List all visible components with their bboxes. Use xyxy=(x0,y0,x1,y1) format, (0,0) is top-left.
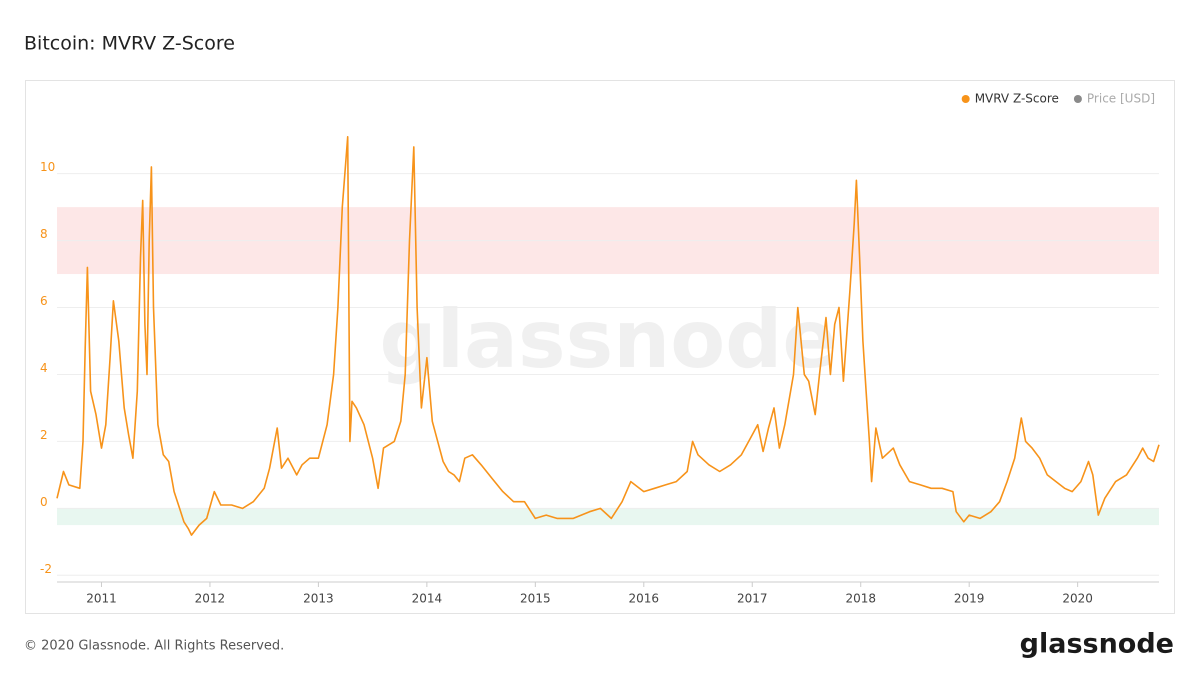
x-tick-label: 2012 xyxy=(195,592,226,606)
watermark: glassnode xyxy=(379,293,836,386)
chart-title: Bitcoin: MVRV Z-Score xyxy=(24,33,235,55)
y-tick-label: 0 xyxy=(40,495,48,509)
y-tick-label: 10 xyxy=(40,160,55,174)
x-tick-label: 2014 xyxy=(412,592,443,606)
y-tick-label: 4 xyxy=(40,361,48,375)
x-tick-label: 2018 xyxy=(845,592,876,606)
y-tick-label: -2 xyxy=(40,562,52,576)
y-tick-label: 6 xyxy=(40,294,48,308)
x-tick-label: 2015 xyxy=(520,592,551,606)
x-tick-label: 2016 xyxy=(629,592,660,606)
x-tick-label: 2019 xyxy=(954,592,985,606)
footer: © 2020 Glassnode. All Rights Reserved. xyxy=(24,639,284,654)
legend-label[interactable]: MVRV Z-Score xyxy=(975,92,1059,106)
y-tick-label: 8 xyxy=(40,227,48,241)
y-tick-label: 2 xyxy=(40,428,48,442)
x-tick-label: 2011 xyxy=(86,592,117,606)
legend-swatch xyxy=(1073,95,1082,103)
x-tick-label: 2017 xyxy=(737,592,768,606)
legend-swatch xyxy=(961,95,970,103)
zone-band xyxy=(57,508,1159,526)
series-line xyxy=(56,136,1160,536)
x-tick-label: 2013 xyxy=(303,592,334,606)
x-tick-label: 2020 xyxy=(1062,592,1093,606)
legend-label[interactable]: Price [USD] xyxy=(1087,92,1155,106)
logo: glassnode xyxy=(1020,629,1174,660)
